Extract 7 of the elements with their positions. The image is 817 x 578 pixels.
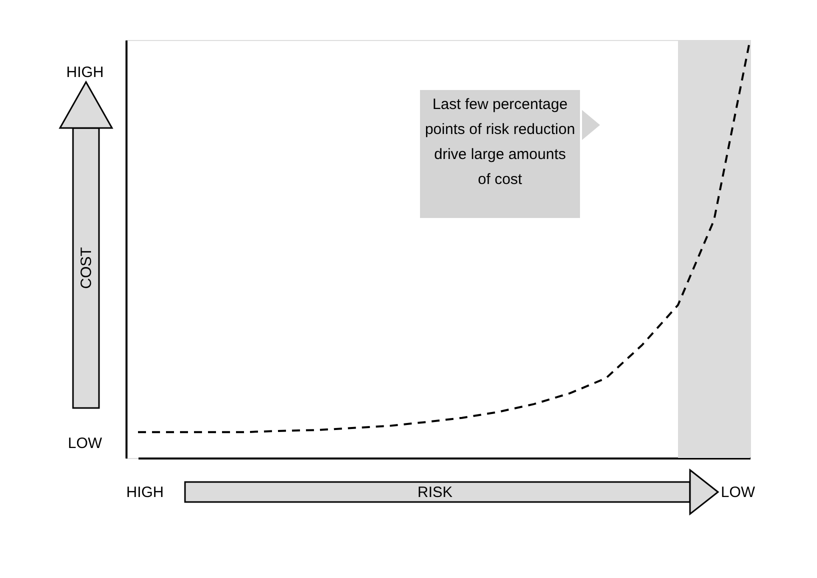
- text: HIGH: [66, 64, 104, 81]
- y-axis-title: COST: [78, 247, 95, 289]
- annotation: Last few percentage points of risk reduction drive large amounts of cost: [424, 96, 576, 188]
- text: LOW: [720, 484, 756, 501]
- text: LOW: [68, 435, 103, 452]
- text: HIGH: [126, 484, 164, 501]
- x-axis-title: RISK: [417, 484, 453, 501]
